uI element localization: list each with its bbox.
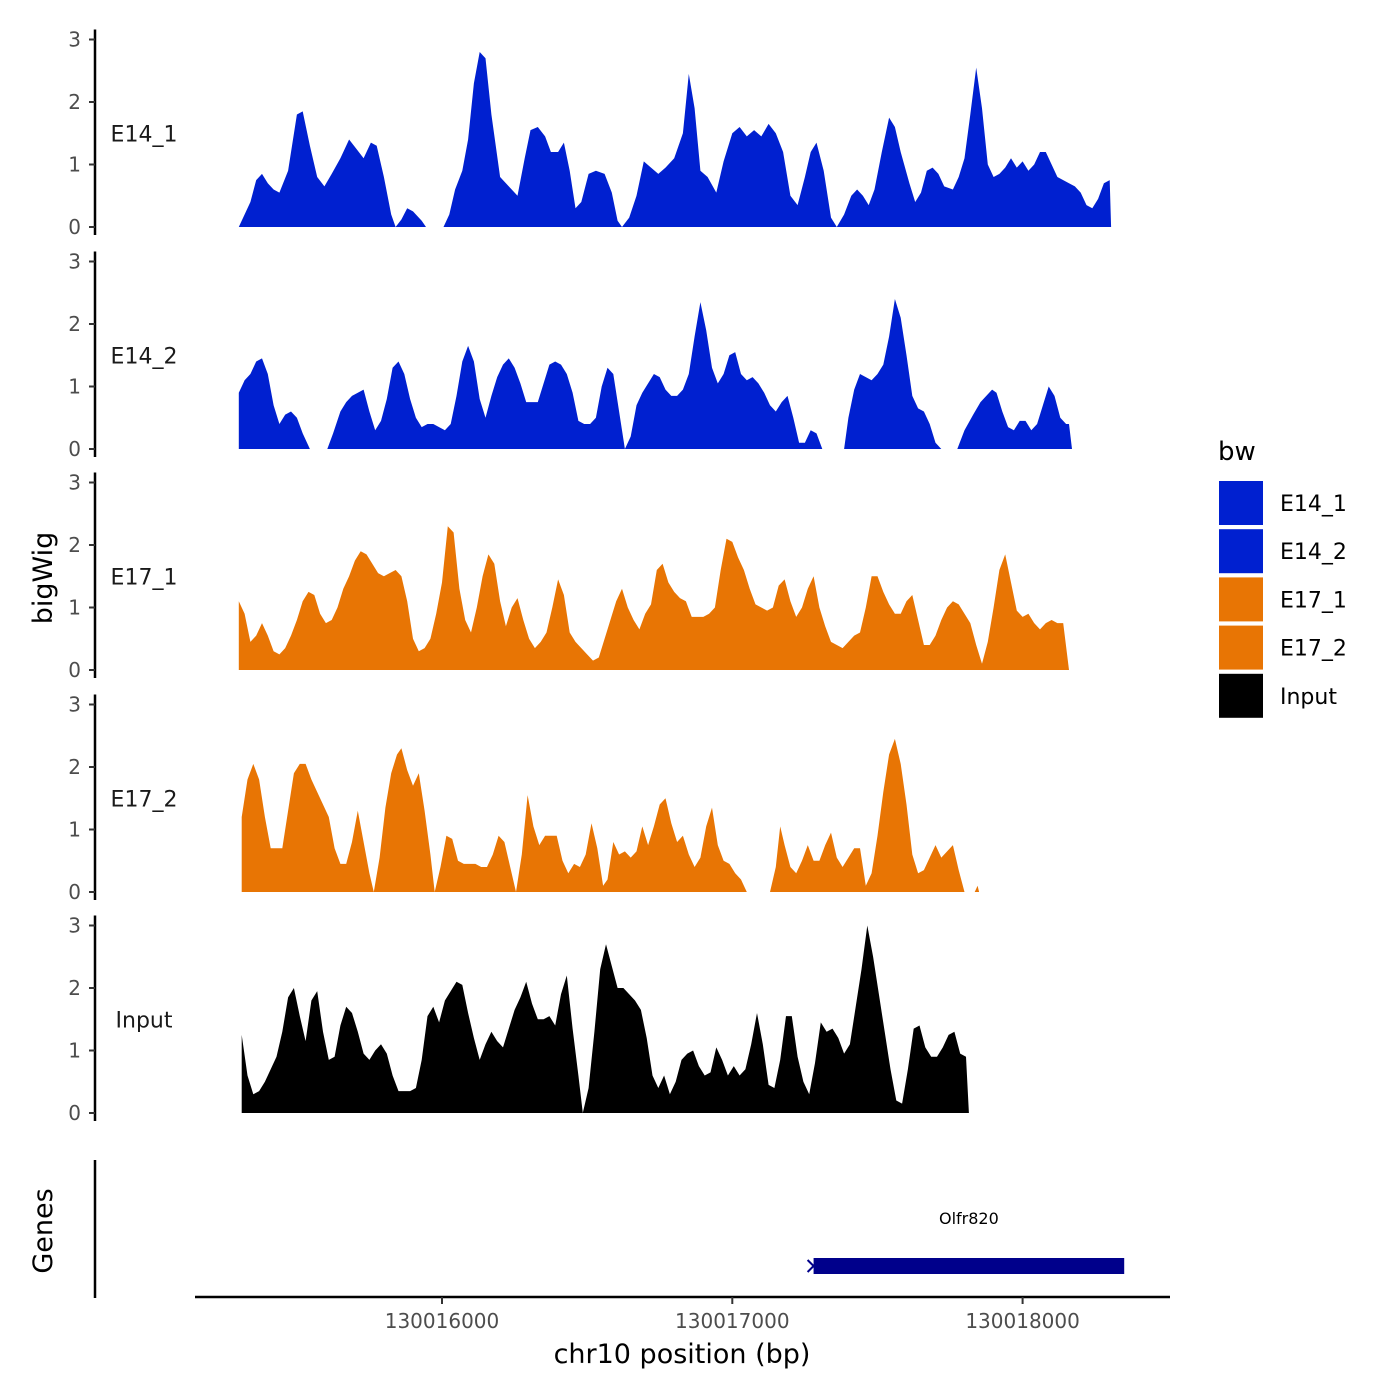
- genes-panel: Olfr820: [93, 1160, 1125, 1298]
- y-tick-label: 0: [68, 437, 81, 461]
- track-label: Input: [116, 1008, 173, 1033]
- y-tick-label: 2: [68, 533, 81, 557]
- x-axis-title: chr10 position (bp): [554, 1339, 811, 1370]
- track-E17_1: 0 1 2 3 E17_1: [68, 471, 1070, 682]
- legend-key-Input: [1217, 671, 1265, 720]
- y-tick-label: 0: [68, 215, 81, 239]
- y-tick-label: 2: [68, 312, 81, 336]
- y-tick-label: 0: [68, 658, 81, 682]
- y-tick-label: 3: [68, 28, 81, 52]
- track-label: E17_2: [111, 787, 178, 812]
- y-tick-label: 2: [68, 755, 81, 779]
- legend-label: E14_1: [1280, 492, 1347, 517]
- track-E14_1: 0 1 2 3 E14_1: [68, 28, 1112, 239]
- y-tick-label: 2: [68, 976, 81, 1000]
- y-tick-label: 1: [68, 375, 81, 399]
- legend-key-E17_2: [1217, 623, 1265, 672]
- y-tick-label: 3: [68, 250, 81, 274]
- y-tick-label: 2: [68, 90, 81, 114]
- y-tick-label: 3: [68, 914, 81, 938]
- track-E14_2: 0 1 2 3 E14_2: [68, 250, 1073, 461]
- gene-label: Olfr820: [939, 1209, 999, 1228]
- y-tick-label: 3: [68, 471, 81, 495]
- x-tick-label: 130016000: [385, 1309, 500, 1333]
- y-tick-label: 1: [68, 1039, 81, 1063]
- x-tick-label: 130018000: [965, 1309, 1080, 1333]
- y-tick-label: 1: [68, 596, 81, 620]
- track-E17_2: 0 1 2 3 E17_2: [68, 693, 980, 904]
- coverage-area-Input: [241, 925, 969, 1113]
- legend-label: E14_2: [1280, 540, 1347, 565]
- legend-label: E17_1: [1280, 588, 1347, 613]
- y-tick-label: 3: [68, 693, 81, 717]
- legend-key-E14_2: [1217, 527, 1265, 576]
- track-label: E14_2: [111, 344, 178, 369]
- coverage-area-E14_1: [238, 52, 1112, 227]
- legend-title: bw: [1218, 437, 1256, 467]
- track-Input: 0 1 2 3 Input: [68, 914, 969, 1125]
- gene-start-mark: [806, 1259, 821, 1273]
- y-tick-label: 1: [68, 153, 81, 177]
- y-tick-label: 0: [68, 1101, 81, 1125]
- legend-key-E14_1: [1217, 479, 1265, 527]
- legend-label: E17_2: [1280, 637, 1347, 662]
- genes-axis-title: Genes: [28, 1188, 59, 1273]
- y-axis-title: bigWig: [28, 532, 59, 625]
- legend-key-E17_1: [1217, 575, 1265, 624]
- coverage-area-E14_2: [238, 299, 1073, 449]
- legend: E14_1 E14_2 E17_1 E17_2 Input: [1217, 479, 1347, 720]
- track-label: E14_1: [111, 122, 178, 147]
- coverage-tracks: 0 1 2 3 E14_1 0 1 2 3 E14_2 0 1 2 3 E17_1 0 1 2 3 E17_2 0 1 2 3…: [68, 28, 1112, 1125]
- track-label: E17_1: [111, 565, 178, 590]
- y-tick-label: 1: [68, 818, 81, 842]
- coverage-area-E17_1: [238, 526, 1070, 670]
- x-tick-label: 130017000: [675, 1309, 790, 1333]
- y-tick-label: 0: [68, 880, 81, 904]
- gene-body: [813, 1258, 1125, 1274]
- x-axis: 130016000 130017000 130018000: [195, 1295, 1170, 1333]
- coverage-area-E17_2: [241, 738, 980, 892]
- legend-label: Input: [1280, 685, 1337, 710]
